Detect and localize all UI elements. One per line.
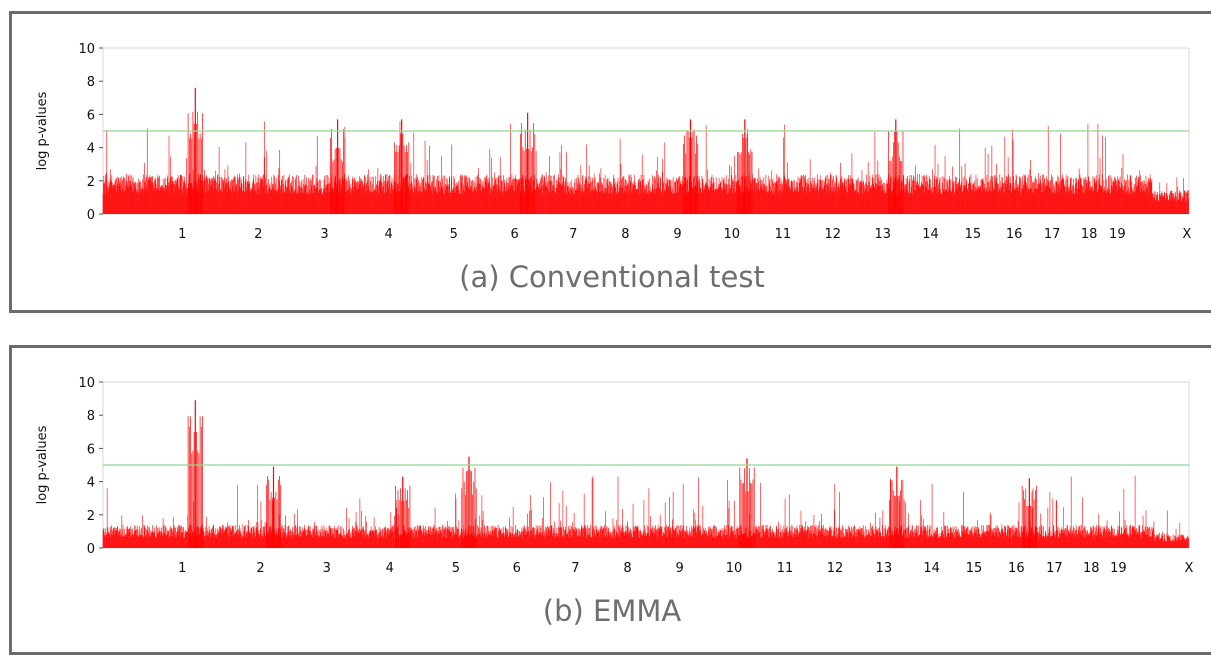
chromosome-label-8: 8 — [623, 561, 631, 576]
chromosome-label-5: 5 — [450, 227, 458, 242]
chromosome-label-15: 15 — [966, 561, 983, 576]
chromosome-label-19: 19 — [1110, 561, 1127, 576]
y-axis-label: log p-values — [35, 91, 50, 170]
y-tick-label: 4 — [87, 142, 95, 157]
chromosome-label-14: 14 — [922, 227, 939, 242]
chromosome-label-10: 10 — [724, 227, 741, 242]
caption-a: (a) Conventional test — [459, 260, 765, 294]
chromosome-label-7: 7 — [569, 227, 577, 242]
chromosome-label-2: 2 — [254, 227, 262, 242]
y-tick-label: 10 — [78, 42, 95, 57]
chromosome-label-9: 9 — [673, 227, 681, 242]
signal-bars — [102, 416, 1189, 548]
chromosome-label-13: 13 — [874, 227, 891, 242]
chromosome-label-2: 2 — [256, 561, 264, 576]
chromosome-label-4: 4 — [384, 227, 392, 242]
chromosome-label-11: 11 — [775, 227, 792, 242]
y-tick-label: 4 — [87, 476, 95, 491]
chromosome-label-12: 12 — [825, 227, 842, 242]
chromosome-label-14: 14 — [923, 561, 940, 576]
chromosome-label-18: 18 — [1081, 227, 1098, 242]
chromosome-label-13: 13 — [876, 561, 893, 576]
chromosome-label-15: 15 — [965, 227, 982, 242]
y-tick-label: 10 — [78, 376, 95, 391]
chromosome-label-8: 8 — [621, 227, 629, 242]
signal-bars — [102, 111, 1189, 214]
y-tick-label: 8 — [87, 409, 95, 424]
chromosome-label-3: 3 — [323, 561, 331, 576]
chromosome-label-4: 4 — [386, 561, 394, 576]
y-tick-label: 0 — [87, 208, 95, 223]
chromosome-label-11: 11 — [777, 561, 794, 576]
chromosome-label-3: 3 — [320, 227, 328, 242]
caption-b: (b) EMMA — [542, 594, 682, 628]
chromosome-label-16: 16 — [1006, 227, 1023, 242]
chromosome-label-X: X — [1182, 227, 1191, 242]
y-tick-label: 8 — [87, 75, 95, 90]
chromosome-label-5: 5 — [452, 561, 460, 576]
chromosome-label-X: X — [1185, 561, 1194, 576]
chromosome-label-6: 6 — [513, 561, 521, 576]
chromosome-label-6: 6 — [510, 227, 518, 242]
y-tick-label: 2 — [87, 509, 95, 524]
panel-conventional-test: 0 2 4 6 8 10 log p-values 1 2 3 4 5 6 7 8 9 10 11 12 13 14 15… — [9, 11, 1211, 313]
chromosome-label-9: 9 — [676, 561, 684, 576]
y-tick-label: 2 — [87, 175, 95, 190]
y-tick-label: 6 — [87, 442, 95, 457]
chromosome-label-17: 17 — [1046, 561, 1063, 576]
chromosome-label-12: 12 — [827, 561, 844, 576]
chromosome-label-10: 10 — [726, 561, 743, 576]
chromosome-label-16: 16 — [1008, 561, 1025, 576]
chromosome-label-18: 18 — [1083, 561, 1100, 576]
chromosome-label-1: 1 — [178, 561, 186, 576]
chromosome-label-17: 17 — [1044, 227, 1061, 242]
y-axis-label: log p-values — [35, 425, 50, 504]
y-tick-label: 6 — [87, 108, 95, 123]
chromosome-label-1: 1 — [178, 227, 186, 242]
panel-emma: 0 2 4 6 8 10 log p-values 1 2 3 4 5 6 7 8 9 10 11 12 13 14 15… — [9, 345, 1211, 655]
chromosome-label-19: 19 — [1109, 227, 1126, 242]
y-tick-label: 0 — [87, 542, 95, 557]
chromosome-label-7: 7 — [571, 561, 579, 576]
